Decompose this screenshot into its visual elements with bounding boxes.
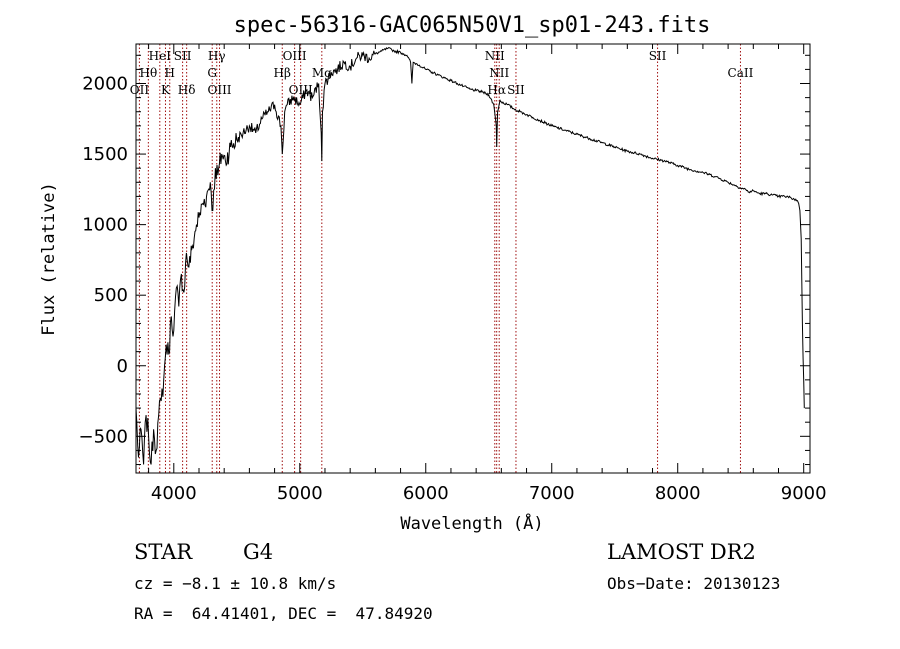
emission-line-labels: OII Hθ HeI KH SII Hδ Hγ G OIII Hβ OIII OIII Mg NII NII… [130,49,754,97]
x-tick-label-5: 9000 [781,483,827,504]
redshift-velocity: cz = −8.1 ± 10.8 km/s [134,574,337,593]
chart-title: spec-56316-GAC065N50V1_sp01-243.fits [234,13,711,38]
y-tick-label-2: 500 [94,285,128,306]
line-label-11: OIII [283,49,307,63]
coordinates: RA = 64.41401, DEC = 47.84920 [134,604,433,623]
line-label-2: HeI [149,49,172,63]
line-label-0: OII [130,83,150,97]
line-label-3: K [161,83,171,97]
axis-ticks: 4000 5000 6000 7000 8000 9000 −500 0 500 1000 1500… [79,44,827,504]
line-label-17: SII [507,83,525,97]
x-tick-label-0: 4000 [151,483,197,504]
line-label-13: Mg [312,66,332,80]
line-label-19: CaII [728,66,754,80]
x-axis-label: Wavelength (Å) [400,512,543,534]
y-tick-label-0: −500 [79,426,128,447]
line-label-7: Hγ [208,49,226,63]
line-label-16: Hα [487,83,506,97]
line-label-6: Hδ [178,83,196,97]
line-label-8: G [207,66,217,80]
line-label-14: NII [485,49,505,63]
line-label-9: OIII [207,83,231,97]
line-label-12: OIII [289,83,313,97]
line-label-10: Hβ [274,66,291,80]
object-class: STAR [134,540,193,564]
x-tick-label-4: 8000 [655,483,701,504]
survey-name: LAMOST DR2 [607,540,756,564]
line-label-15: NII [489,66,509,80]
y-tick-label-4: 1500 [82,144,128,165]
emission-line-markers [138,44,741,473]
x-tick-label-1: 5000 [277,483,323,504]
observation-date: Obs−Date: 20130123 [607,574,781,593]
plot-frame [135,43,811,474]
y-axis-label: Flux (relative) [39,182,59,336]
object-subclass: G4 [243,540,274,564]
y-tick-label-3: 1000 [82,215,128,236]
spectrum-series-line [135,47,805,465]
line-label-5: SII [174,49,192,63]
line-label-1: Hθ [139,66,157,80]
y-tick-label-5: 2000 [82,74,128,95]
y-tick-label-1: 0 [117,356,128,377]
line-label-4: H [165,66,175,80]
x-tick-label-3: 7000 [529,483,575,504]
x-tick-label-2: 6000 [403,483,449,504]
line-label-18: SII [649,49,667,63]
